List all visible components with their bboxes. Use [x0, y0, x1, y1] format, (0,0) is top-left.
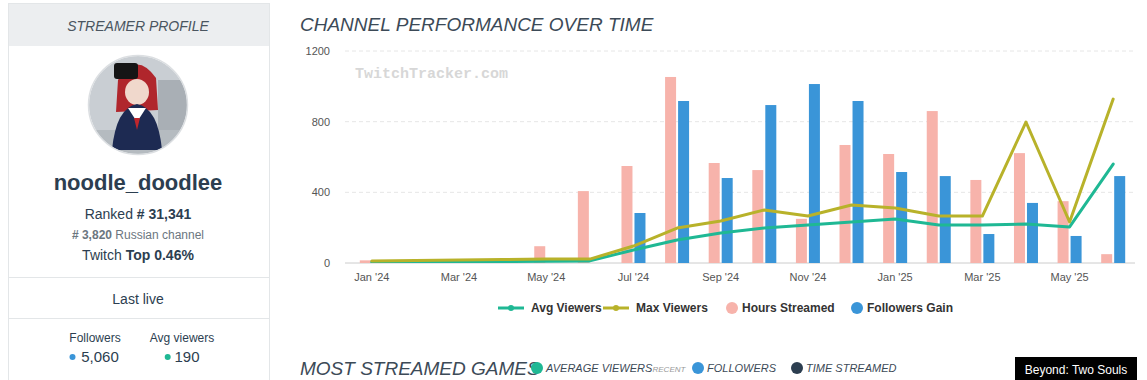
line [372, 164, 1113, 262]
grid-line [345, 121, 1135, 122]
bar [1101, 254, 1112, 263]
bar [1114, 176, 1125, 263]
games-legend-dot [692, 362, 704, 374]
bar [752, 170, 763, 263]
country-label: Russian channel [115, 228, 204, 242]
bar [927, 111, 938, 263]
watermark: TwitchTracker.com [355, 66, 508, 83]
x-tick-label: Mar '24 [441, 271, 477, 283]
rank-label: Ranked [85, 206, 137, 222]
bar [1027, 203, 1038, 263]
last-live: Last live [112, 291, 164, 307]
games-legend-dot [531, 362, 543, 374]
y-tick-label: 400 [312, 186, 330, 198]
y-tick-label: 1200 [306, 45, 330, 57]
bar [360, 260, 371, 263]
legend-swatch [726, 302, 738, 314]
x-tick-label: May '24 [527, 271, 565, 283]
bar [665, 77, 676, 263]
chart: TwitchTracker.com 0 400 800 1200 Jan '24 Mar '… [306, 45, 1135, 315]
bar [634, 213, 645, 263]
games-legend-label: FOLLOWERS [707, 362, 777, 374]
stat-value: 190 [174, 348, 199, 365]
stat-dot [165, 354, 171, 360]
y-tick-label: 0 [324, 257, 330, 269]
avatar [88, 55, 188, 155]
country-rank: # 3,820 [72, 228, 115, 242]
grid-line [345, 51, 1135, 52]
profile-panel: STREAMER PROFILE noodle_doodlee Ranked # 3… [9, 4, 270, 380]
stat-label: Avg viewers [150, 331, 214, 345]
games-legend-label: AVERAGE VIEWERS [545, 362, 653, 374]
bar [1014, 153, 1025, 263]
line [372, 99, 1113, 261]
bar [709, 163, 720, 263]
panel-title: STREAMER PROFILE [67, 18, 209, 34]
avatar-image [88, 55, 188, 155]
section-title: MOST STREAMED GAMES [300, 358, 540, 379]
bar [591, 263, 602, 264]
x-tick-label: Sep '24 [702, 271, 739, 283]
top-value: Top 0.46% [126, 247, 195, 263]
y-tick-label: 800 [312, 116, 330, 128]
bar [1071, 236, 1082, 263]
legend-swatch [613, 305, 619, 311]
bar [896, 172, 907, 263]
bar [809, 84, 820, 263]
top-line: Twitch Top 0.46% [82, 247, 194, 263]
legend-label: Followers Gain [867, 301, 953, 315]
bar [983, 234, 994, 263]
x-tick-label: Jan '24 [354, 271, 389, 283]
country-rank-line: # 3,820 Russian channel [72, 228, 204, 242]
legend-swatch [508, 305, 514, 311]
bar [840, 145, 851, 263]
bar [578, 191, 589, 263]
avatar-ring [89, 56, 188, 155]
top-label: Twitch [82, 247, 126, 263]
plot-area [360, 77, 1125, 263]
tooltip-text: Beyond: Two Souls [1025, 363, 1128, 377]
legend-swatch [851, 302, 863, 314]
games-legend-note: RECENT [653, 365, 687, 374]
stat-dot [70, 354, 76, 360]
games-legend-label: TIME STREAMED [806, 362, 897, 374]
tooltip-box [1015, 357, 1137, 380]
rank-line: Ranked # 31,341 [85, 206, 192, 222]
games-legend-dot [791, 362, 803, 374]
panel-frame [9, 4, 270, 380]
legend-label: Max Viewers [636, 301, 708, 315]
page: STREAMER PROFILE noodle_doodlee Ranked # 3… [0, 0, 1147, 380]
legend-label: Hours Streamed [742, 301, 835, 315]
bar [853, 101, 864, 263]
rank-value: # 31,341 [137, 206, 192, 222]
legend-label: Avg Viewers [531, 301, 602, 315]
streamer-name: noodle_doodlee [54, 170, 223, 195]
x-tick-label: Jan '25 [878, 271, 913, 283]
x-tick-label: Jul '24 [618, 271, 649, 283]
stat-value: 5,060 [81, 348, 119, 365]
panel-header [9, 4, 269, 46]
chart-title: CHANNEL PERFORMANCE OVER TIME [300, 14, 654, 35]
separator [9, 318, 269, 319]
bar [940, 176, 951, 263]
stat-label: Followers [69, 331, 120, 345]
bar [765, 105, 776, 263]
x-tick-label: May '25 [1050, 271, 1088, 283]
x-tick-label: Mar '25 [964, 271, 1000, 283]
separator [9, 277, 269, 278]
x-tick-label: Nov '24 [789, 271, 826, 283]
bar [970, 180, 981, 263]
